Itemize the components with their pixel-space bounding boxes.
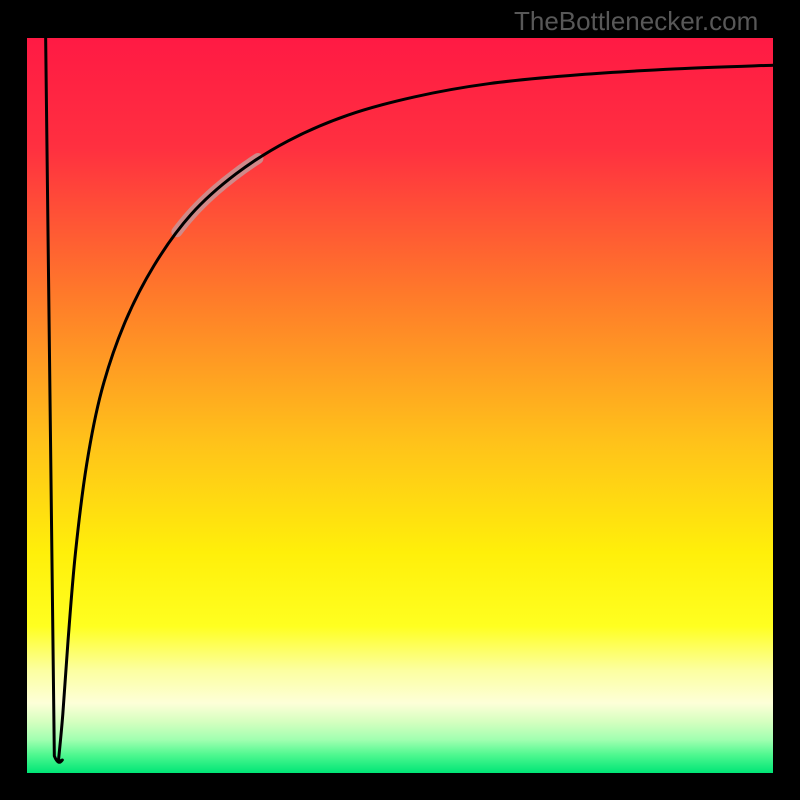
attribution-text: TheBottlenecker.com xyxy=(514,6,758,37)
bottleneck-chart xyxy=(0,0,800,800)
chart-container: TheBottlenecker.com xyxy=(0,0,800,800)
gradient-background xyxy=(27,38,773,773)
